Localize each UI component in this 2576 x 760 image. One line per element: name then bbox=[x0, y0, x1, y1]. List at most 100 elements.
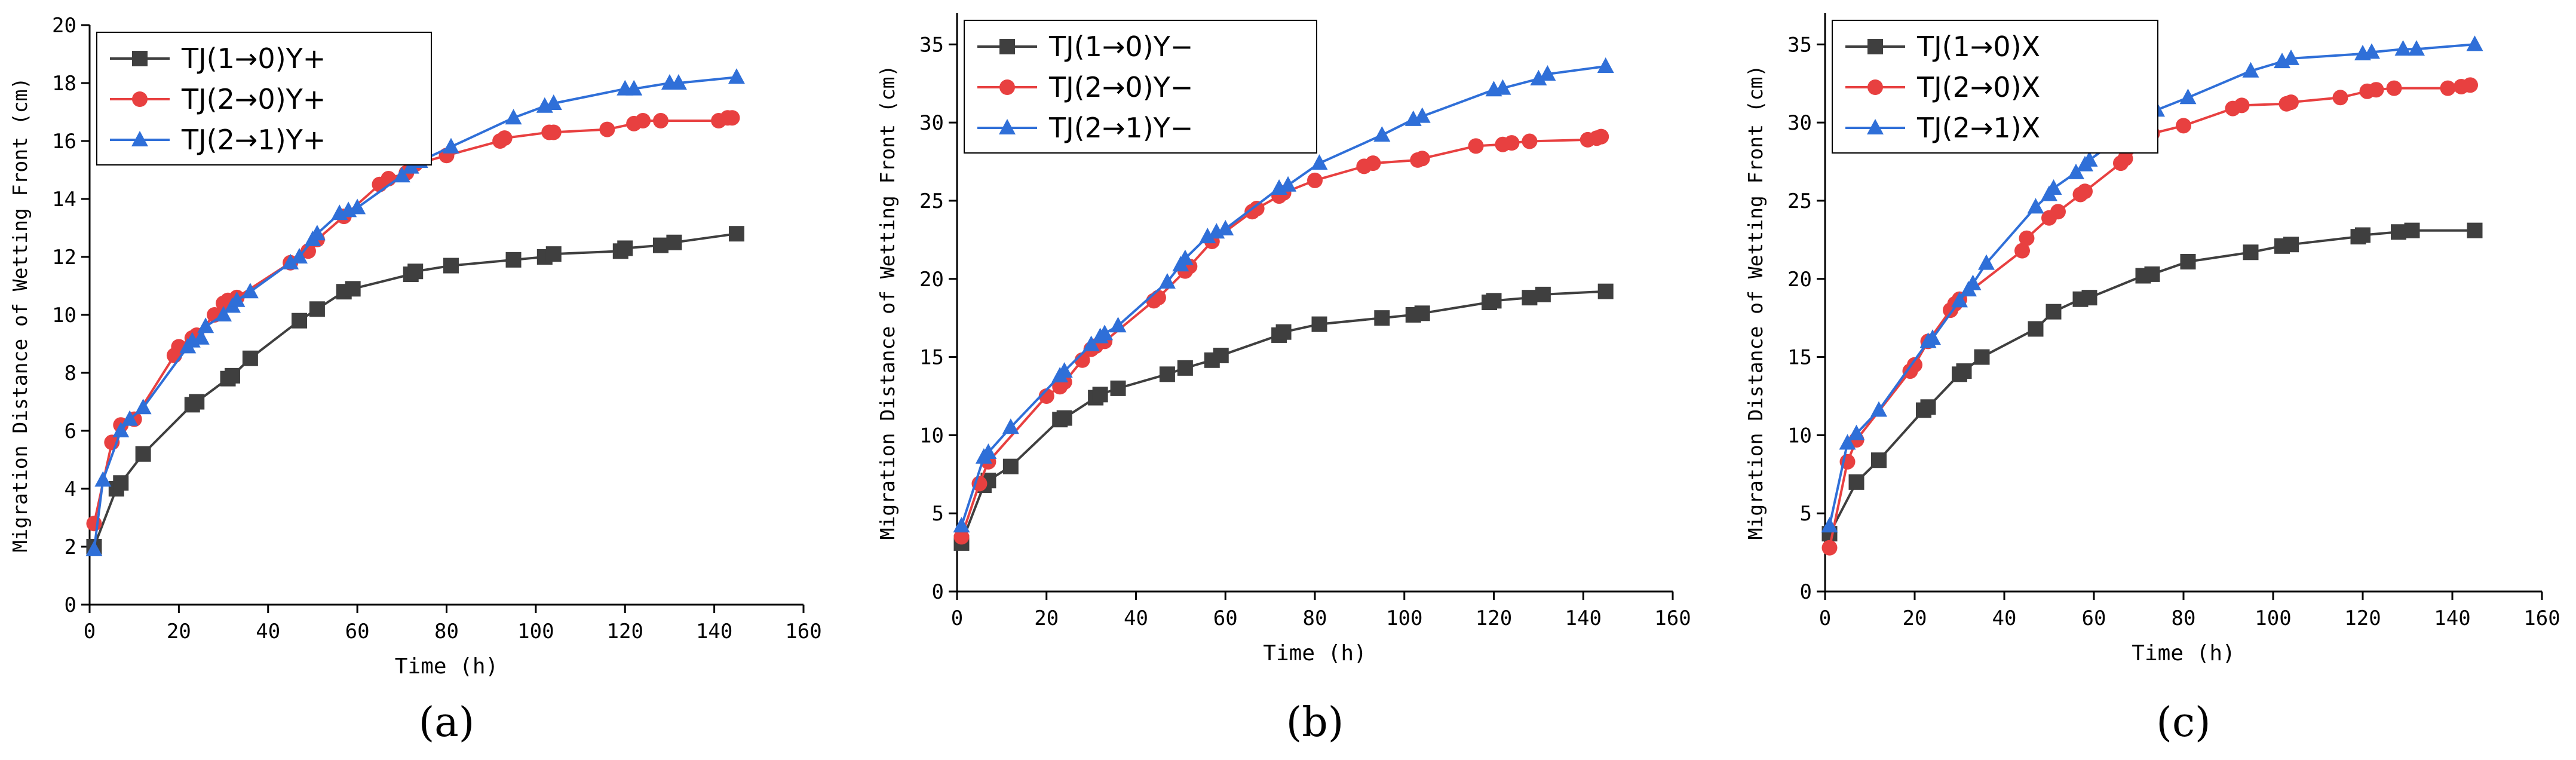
legend-swatch-marker bbox=[131, 131, 148, 146]
data-point bbox=[94, 471, 112, 487]
legend-label: TJ(1→0)X bbox=[1916, 30, 2040, 63]
y-tick-label: 2 bbox=[65, 535, 76, 559]
data-point bbox=[291, 248, 308, 263]
series-1 bbox=[1821, 222, 2483, 542]
y-tick-label: 20 bbox=[919, 268, 944, 292]
x-tick-label: 140 bbox=[1565, 606, 1602, 630]
data-point bbox=[2467, 222, 2483, 238]
series-1 bbox=[953, 283, 1614, 551]
x-tick-label: 20 bbox=[1034, 606, 1059, 630]
data-point bbox=[135, 446, 151, 462]
data-point bbox=[2176, 118, 2191, 134]
legend-label: TJ(2→0)Y+ bbox=[181, 83, 326, 115]
data-point bbox=[1468, 138, 1484, 154]
y-tick-label: 0 bbox=[65, 593, 76, 617]
data-point bbox=[308, 225, 326, 241]
data-point bbox=[2081, 290, 2097, 306]
data-point bbox=[670, 74, 687, 90]
data-point bbox=[442, 137, 459, 154]
data-point bbox=[393, 167, 410, 183]
x-tick-label: 100 bbox=[517, 620, 554, 643]
y-tick-label: 10 bbox=[919, 424, 944, 448]
x-tick-label: 100 bbox=[1386, 606, 1422, 630]
data-point bbox=[953, 529, 970, 545]
data-point bbox=[545, 124, 562, 140]
data-point bbox=[1848, 474, 1864, 490]
y-tick-label: 25 bbox=[1787, 189, 1812, 213]
y-tick-label: 15 bbox=[919, 346, 944, 370]
y-tick-label: 5 bbox=[932, 502, 944, 526]
x-tick-label: 20 bbox=[167, 620, 191, 643]
data-point bbox=[1821, 540, 1838, 556]
x-tick-label: 0 bbox=[1819, 606, 1831, 630]
data-point bbox=[2363, 43, 2380, 59]
x-tick-label: 120 bbox=[2344, 606, 2381, 630]
data-point bbox=[345, 281, 361, 297]
data-point bbox=[2243, 244, 2259, 261]
data-point bbox=[1597, 57, 1614, 73]
data-point bbox=[241, 283, 259, 299]
data-point bbox=[225, 367, 240, 384]
legend: TJ(1→0)Y+ TJ(2→0)Y+ TJ(2→1)Y+ bbox=[96, 32, 432, 166]
data-point bbox=[1870, 401, 1887, 417]
data-point bbox=[1280, 176, 1297, 192]
x-tick-label: 0 bbox=[951, 606, 963, 630]
legend-swatch-marker bbox=[999, 119, 1016, 134]
data-point bbox=[292, 312, 308, 329]
data-point bbox=[1956, 363, 1972, 379]
data-point bbox=[1530, 69, 1547, 85]
legend: TJ(1→0)Y− TJ(2→0)Y− TJ(2→1)Y− bbox=[964, 20, 1317, 154]
y-tick-label: 18 bbox=[52, 72, 76, 96]
data-point bbox=[309, 301, 325, 317]
y-tick-label: 20 bbox=[1787, 268, 1812, 292]
data-point bbox=[2440, 80, 2456, 96]
x-tick-label: 140 bbox=[2434, 606, 2470, 630]
data-point bbox=[121, 410, 139, 426]
legend-swatch-marker bbox=[1867, 79, 1883, 95]
data-point bbox=[1907, 357, 1922, 373]
data-point bbox=[407, 263, 424, 280]
data-point bbox=[2014, 243, 2030, 259]
data-point bbox=[2046, 304, 2062, 320]
data-point bbox=[197, 317, 214, 333]
data-point bbox=[1150, 290, 1166, 306]
panel-label: (b) bbox=[1286, 699, 1344, 746]
data-point bbox=[545, 94, 562, 110]
x-tick-label: 80 bbox=[2172, 606, 2196, 630]
legend-swatch-marker bbox=[132, 51, 148, 66]
data-point bbox=[300, 243, 316, 259]
data-point bbox=[402, 158, 419, 174]
data-point bbox=[2180, 253, 2196, 269]
y-tick-label: 0 bbox=[1800, 580, 1812, 604]
data-point bbox=[1092, 387, 1108, 403]
data-point bbox=[1535, 286, 1551, 302]
data-point bbox=[189, 394, 205, 410]
data-point bbox=[1199, 228, 1216, 244]
data-point bbox=[1002, 418, 1019, 434]
y-tick-label: 10 bbox=[52, 304, 76, 327]
series-2 bbox=[86, 110, 740, 532]
data-point bbox=[1920, 399, 1936, 415]
legend-swatch-marker bbox=[999, 79, 1015, 95]
y-axis-title: Migration Distance of Wetting Front (cm) bbox=[1744, 65, 1767, 540]
x-tick-label: 160 bbox=[1654, 606, 1691, 630]
data-point bbox=[2283, 49, 2299, 65]
data-point bbox=[1275, 324, 1292, 340]
data-point bbox=[443, 258, 459, 274]
data-point bbox=[192, 329, 210, 345]
legend-swatch-marker bbox=[132, 91, 148, 107]
x-tick-label: 80 bbox=[434, 620, 459, 643]
data-point bbox=[1504, 135, 1520, 151]
series-line bbox=[93, 117, 732, 524]
data-point bbox=[724, 110, 740, 126]
data-point bbox=[496, 130, 513, 146]
x-tick-label: 60 bbox=[2082, 606, 2106, 630]
y-tick-label: 6 bbox=[65, 419, 76, 443]
y-tick-label: 20 bbox=[52, 14, 76, 38]
chart-panel-3: 0 20 40 60 80 100 120 140 160 0 5 10 15 20 25 30 35 Time … bbox=[1744, 13, 2560, 746]
data-point bbox=[505, 252, 522, 268]
data-point bbox=[1096, 324, 1114, 341]
data-point bbox=[2077, 183, 2093, 200]
x-tick-label: 60 bbox=[345, 620, 370, 643]
y-tick-label: 35 bbox=[1787, 33, 1812, 57]
